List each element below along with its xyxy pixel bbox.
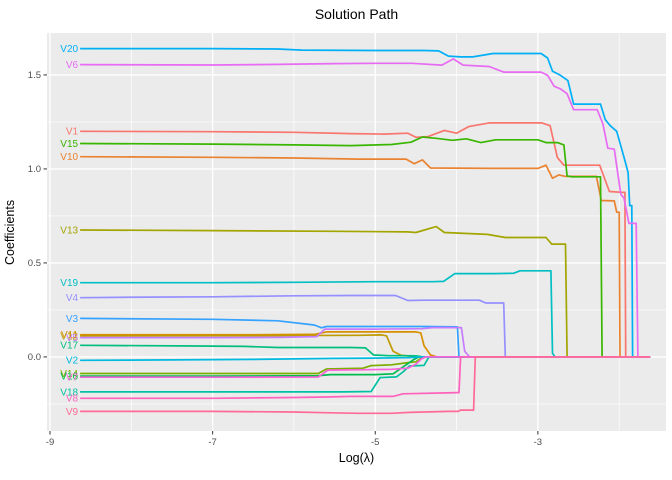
x-tick-label: -9 — [46, 437, 54, 448]
series-label-V4: V4 — [66, 293, 79, 304]
series-line-V7 — [80, 356, 651, 379]
series-label-V5: V5 — [66, 333, 79, 344]
y-tick-label: 0.0 — [28, 352, 41, 363]
series-label-V1: V1 — [66, 127, 79, 138]
series-label-V14: V14 — [60, 369, 78, 380]
y-axis-label: Coefficients — [3, 199, 17, 265]
series-label-V11: V11 — [61, 330, 78, 341]
series-line-V8 — [80, 356, 651, 400]
series-line-V3 — [80, 317, 651, 358]
chart-title: Solution Path — [314, 6, 399, 22]
series-label-V19: V19 — [60, 278, 78, 289]
series-label-V8: V8 — [66, 394, 79, 405]
series-label-V6: V6 — [66, 60, 79, 71]
y-tick-label: 0.5 — [28, 258, 41, 269]
series-label-V13: V13 — [60, 225, 78, 236]
series-line-V10 — [80, 155, 651, 358]
series-label-V12: V12 — [60, 331, 78, 342]
series-line-V15 — [80, 136, 651, 358]
series-line-V4 — [80, 294, 651, 358]
y-tick-label: 1.0 — [28, 164, 41, 175]
series-line-V1 — [80, 122, 651, 358]
series-line-V5 — [80, 326, 651, 358]
x-tick-label: -5 — [371, 437, 379, 448]
series-line-V20 — [80, 47, 651, 358]
series-label-V18: V18 — [60, 387, 78, 398]
y-tick-label: 1.5 — [28, 70, 41, 81]
series-label-V7: V7 — [66, 373, 79, 384]
series-line-V11 — [80, 331, 651, 358]
series-line-V9 — [80, 356, 651, 415]
x-tick-label: -3 — [534, 437, 542, 448]
series-label-V20: V20 — [60, 44, 78, 55]
series-line-V19 — [80, 269, 651, 358]
series-line-V17 — [80, 344, 651, 358]
x-tick-label: -7 — [208, 437, 216, 448]
series-label-V2: V2 — [66, 356, 79, 367]
series-line-V13 — [80, 225, 651, 358]
x-axis-label: Log(λ) — [338, 451, 375, 465]
series-line-V18 — [80, 356, 651, 393]
series-label-V17: V17 — [60, 341, 78, 352]
series-label-V16: V16 — [60, 372, 78, 383]
series-label-V15: V15 — [60, 139, 78, 150]
series-label-V9: V9 — [66, 407, 79, 418]
series-line-V6 — [80, 58, 651, 358]
series-line-V2 — [80, 356, 651, 362]
series-label-V3: V3 — [66, 314, 79, 325]
series-label-V10: V10 — [60, 152, 78, 163]
